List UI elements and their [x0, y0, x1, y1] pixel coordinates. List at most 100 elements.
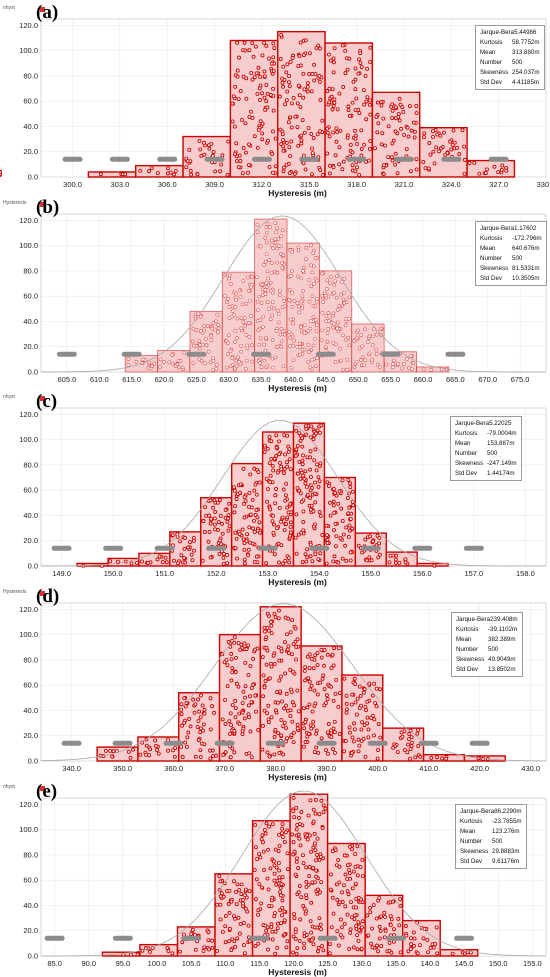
marker-pill[interactable] [380, 351, 401, 357]
marker-pill[interactable] [317, 935, 338, 941]
marker-pill[interactable] [109, 156, 130, 162]
sample-dot [264, 240, 269, 245]
sample-dot [239, 892, 244, 897]
sample-dot [254, 709, 258, 714]
marker-pill[interactable] [61, 740, 82, 746]
sample-dot [347, 946, 352, 951]
sample-dot [205, 324, 210, 328]
marker-pill[interactable] [488, 156, 509, 162]
marker-pill[interactable] [214, 740, 235, 746]
sample-dot [206, 938, 211, 943]
sample-dot [305, 89, 310, 94]
marker-pill[interactable] [163, 740, 184, 746]
sample-dot [238, 490, 242, 495]
marker-pill[interactable] [346, 156, 367, 162]
marker-pill[interactable] [299, 156, 320, 162]
sample-dot [315, 891, 320, 896]
sample-dot [315, 949, 320, 954]
marker-pill[interactable] [367, 740, 388, 746]
sample-dot [463, 157, 467, 162]
sample-dot [387, 948, 392, 953]
marker-pill[interactable] [441, 156, 462, 162]
marker-pill[interactable] [44, 935, 65, 941]
sample-dot [322, 663, 326, 668]
marker-pill[interactable] [112, 935, 133, 941]
marker-pill[interactable] [454, 935, 475, 941]
sample-dot [208, 521, 213, 526]
marker-pill[interactable] [316, 740, 337, 746]
marker-pill[interactable] [360, 545, 381, 551]
sample-dot [274, 882, 279, 887]
sample-dot [325, 339, 330, 344]
stat-value: 500 [512, 59, 523, 66]
sample-dot [344, 693, 349, 698]
marker-pill[interactable] [309, 545, 330, 551]
marker-pill[interactable] [121, 351, 142, 357]
marker-pill[interactable] [315, 351, 336, 357]
histogram-bar [87, 171, 137, 178]
sample-dot [324, 313, 329, 318]
marker-pill[interactable] [112, 740, 133, 746]
sample-dot [390, 116, 395, 120]
marker-pill[interactable] [51, 545, 72, 551]
fit-curve [41, 419, 546, 567]
sample-dot [197, 357, 202, 362]
sample-dot [229, 651, 234, 656]
marker-pill[interactable] [393, 156, 414, 162]
sample-dot [173, 746, 178, 750]
sample-dot [338, 128, 343, 133]
sample-dot [377, 936, 382, 941]
marker-pill[interactable] [469, 740, 490, 746]
sample-dot [402, 729, 407, 734]
marker-pill[interactable] [418, 740, 439, 746]
x-tick-label: 410.0 [419, 764, 438, 773]
marker-pill[interactable] [265, 740, 286, 746]
sample-dot [283, 558, 288, 563]
marker-pill[interactable] [257, 545, 278, 551]
marker-pill[interactable] [154, 545, 175, 551]
marker-pill[interactable] [251, 351, 272, 357]
marker-pill[interactable] [103, 545, 124, 551]
sample-dot [343, 48, 348, 53]
sample-dot [173, 169, 178, 173]
sample-dot [288, 630, 293, 635]
marker-pill[interactable] [56, 351, 77, 357]
sample-dot [352, 721, 356, 726]
sample-dot [239, 882, 244, 887]
sample-dot [273, 136, 278, 141]
marker-pill[interactable] [186, 351, 207, 357]
sample-dots [215, 874, 253, 956]
sample-dot [483, 171, 488, 176]
sample-dot [362, 723, 367, 727]
sample-dot [223, 924, 228, 929]
marker-pill[interactable] [181, 935, 202, 941]
marker-pill[interactable] [463, 545, 484, 551]
marker-pill[interactable] [204, 156, 225, 162]
y-tick-label: 40.0 [23, 511, 38, 520]
sample-dot [279, 327, 284, 331]
marker-pill[interactable] [62, 156, 83, 162]
sample-dot [333, 691, 338, 696]
sample-dot [195, 172, 200, 177]
y-axis-small-label: Hysteresis [3, 200, 27, 206]
marker-pill[interactable] [445, 351, 466, 357]
sample-dot [309, 284, 314, 288]
marker-pill[interactable] [249, 935, 270, 941]
marker-pill[interactable] [385, 935, 406, 941]
marker-pill[interactable] [206, 545, 227, 551]
sample-dot [291, 795, 296, 800]
marker-pill[interactable] [412, 545, 433, 551]
sample-dot [294, 512, 299, 517]
y-tick-label: 120.0 [19, 410, 38, 419]
marker-pill[interactable] [251, 156, 272, 162]
sample-dot [241, 689, 246, 694]
sample-dot [185, 735, 190, 740]
marker-pill[interactable] [157, 156, 178, 162]
sample-dots [255, 221, 287, 370]
sample-dot [320, 944, 325, 949]
x-tick-label: 380.0 [266, 764, 285, 773]
sample-dot [204, 336, 208, 341]
sample-dot [310, 151, 315, 155]
sample-dot [163, 555, 168, 560]
sample-dot [314, 329, 319, 333]
